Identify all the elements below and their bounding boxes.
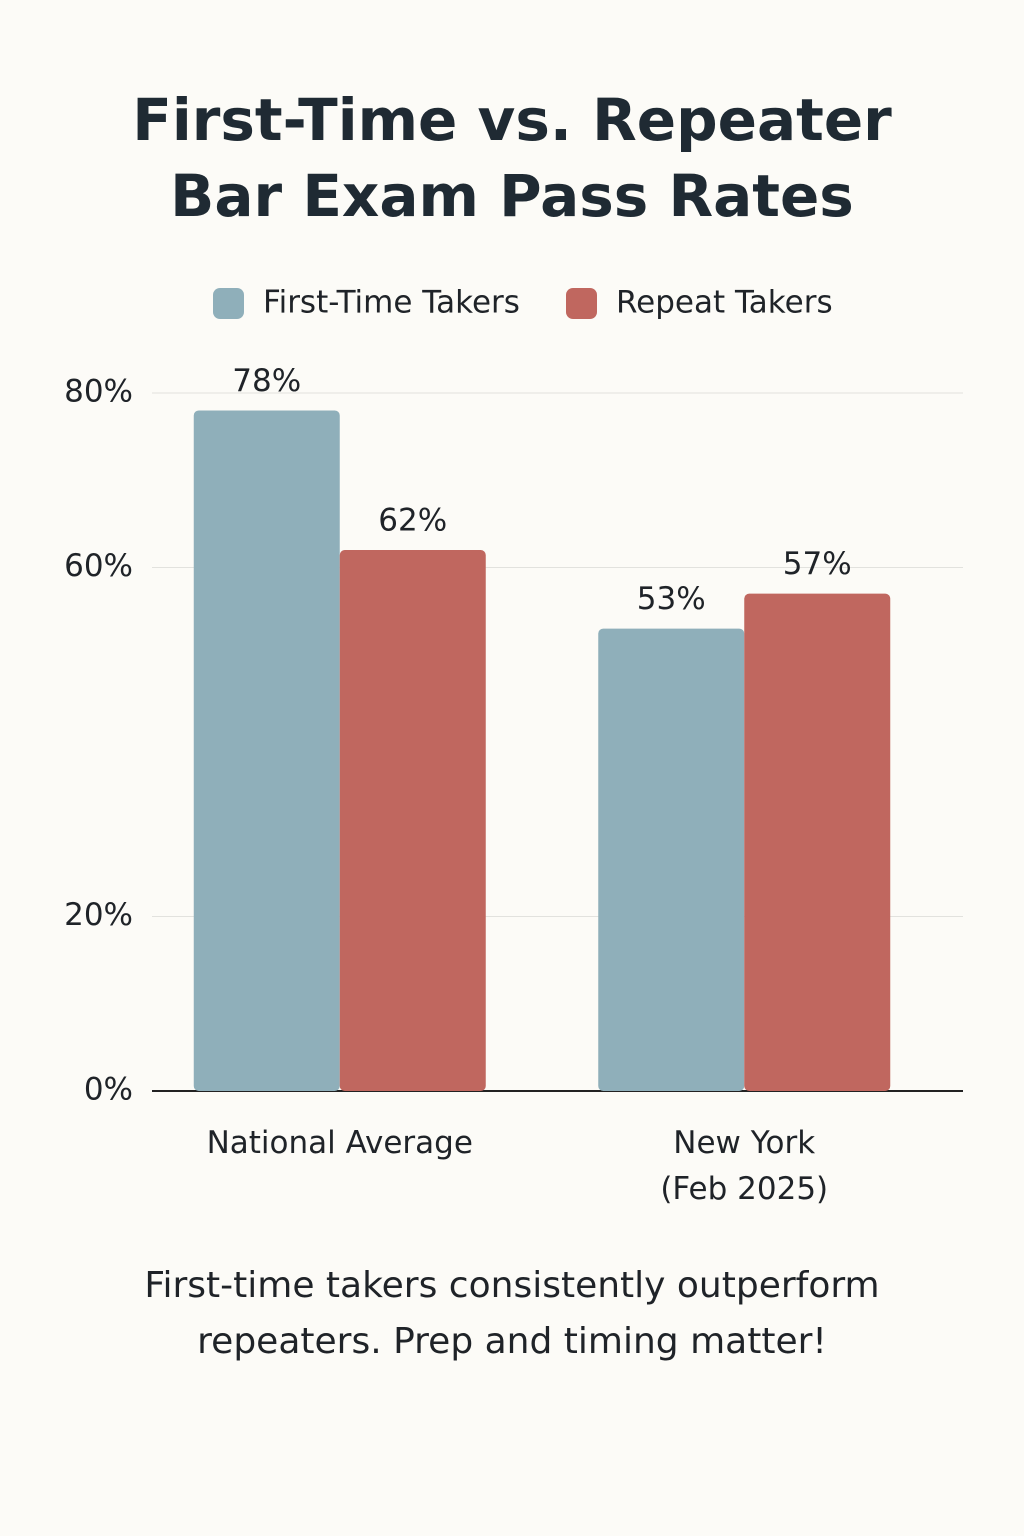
legend-label: First-Time Takers xyxy=(263,285,520,321)
y-tick-label: 0% xyxy=(84,1072,133,1108)
bar xyxy=(598,628,745,1091)
bar xyxy=(744,593,891,1091)
legend-label: Repeat Takers xyxy=(616,285,833,321)
x-tick-label: New York (Feb 2025) xyxy=(660,1125,829,1207)
chart-title: First-Time vs. Repeater Bar Exam Pass Ra… xyxy=(132,86,892,230)
legend-swatch xyxy=(213,288,244,319)
value-label: 57% xyxy=(783,546,852,582)
y-tick-label: 20% xyxy=(64,897,133,933)
bar xyxy=(193,410,340,1091)
legend-swatch xyxy=(566,288,597,319)
y-tick-label: 80% xyxy=(64,374,133,410)
annotation: First-time takers consistently outperfor… xyxy=(144,1265,880,1362)
value-label: 78% xyxy=(232,363,301,399)
bar xyxy=(339,550,486,1091)
value-label: 62% xyxy=(378,503,447,539)
value-label: 53% xyxy=(637,581,706,617)
y-tick-label: 60% xyxy=(64,548,133,584)
x-tick-label: National Average xyxy=(206,1125,473,1161)
